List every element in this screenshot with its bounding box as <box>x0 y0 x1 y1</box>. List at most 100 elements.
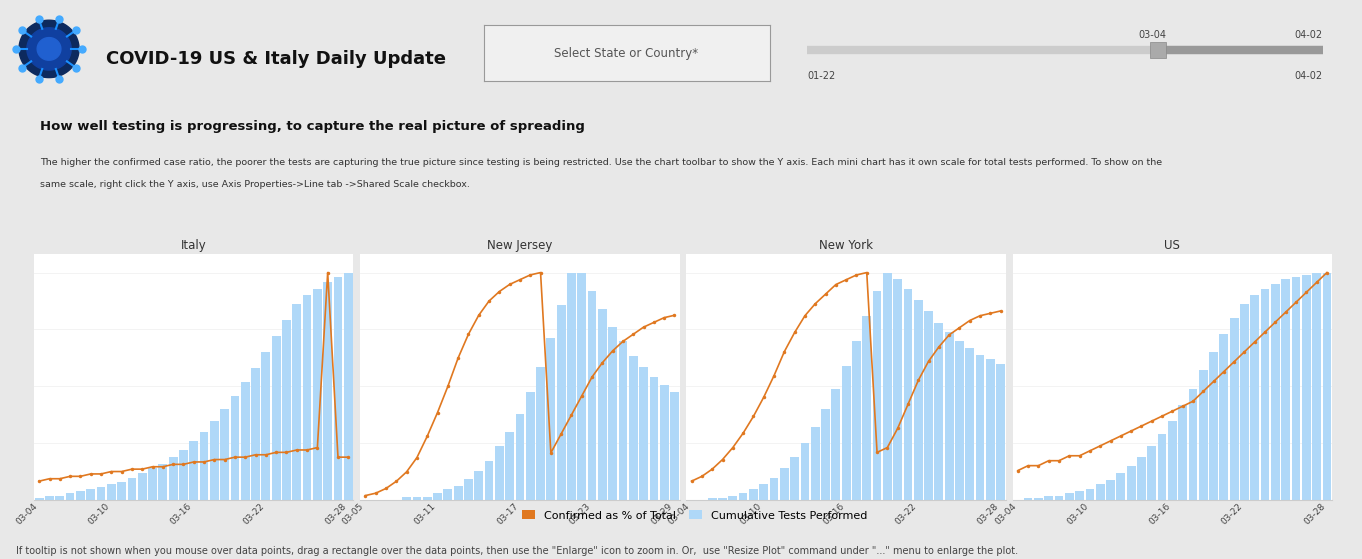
Bar <box>251 368 260 500</box>
Bar <box>1086 489 1094 500</box>
Bar <box>293 305 301 500</box>
Bar <box>587 291 597 500</box>
Bar <box>945 332 953 500</box>
Bar <box>1250 295 1258 500</box>
Bar <box>323 282 332 500</box>
Bar <box>862 316 872 500</box>
Bar <box>934 323 944 500</box>
Bar <box>1054 496 1064 500</box>
Bar <box>986 359 994 500</box>
Bar <box>433 493 441 500</box>
Bar <box>903 288 913 500</box>
Polygon shape <box>27 28 71 70</box>
Bar <box>1199 371 1208 500</box>
Bar <box>45 496 54 500</box>
Bar <box>842 366 850 500</box>
Bar <box>345 273 353 500</box>
Bar <box>302 295 312 500</box>
Bar <box>618 341 628 500</box>
Bar <box>925 311 933 500</box>
Bar <box>1126 466 1136 500</box>
Bar <box>1291 277 1301 500</box>
Bar <box>955 341 964 500</box>
Bar <box>537 367 545 500</box>
Bar <box>117 482 127 500</box>
Bar <box>128 477 136 500</box>
Bar <box>1271 284 1280 500</box>
Bar <box>749 489 757 500</box>
Bar <box>801 443 809 500</box>
Bar <box>1147 446 1156 500</box>
Legend: Confirmed as % of Total, Cumulative Tests Performed: Confirmed as % of Total, Cumulative Test… <box>518 506 872 525</box>
Text: COVID-19 US & Italy Daily Update: COVID-19 US & Italy Daily Update <box>106 50 447 68</box>
Bar <box>708 498 716 500</box>
Bar <box>780 468 789 500</box>
Bar <box>1302 275 1310 500</box>
Bar <box>210 420 219 500</box>
Bar <box>557 305 565 500</box>
Bar <box>526 392 535 500</box>
Bar <box>454 486 463 500</box>
Bar <box>1024 498 1032 500</box>
Bar <box>1178 405 1188 500</box>
Text: The higher the confirmed case ratio, the poorer the tests are capturing the true: The higher the confirmed case ratio, the… <box>39 158 1162 167</box>
Bar <box>169 457 177 500</box>
Bar <box>56 496 64 500</box>
Bar <box>790 457 799 500</box>
Bar <box>810 428 820 500</box>
Bar <box>516 414 524 500</box>
Bar <box>853 341 861 500</box>
Bar <box>474 471 484 500</box>
Text: 04-02: 04-02 <box>1294 30 1323 40</box>
Bar <box>893 280 902 500</box>
Bar <box>158 464 168 500</box>
Bar <box>831 389 840 500</box>
Bar <box>1065 494 1073 500</box>
Bar <box>1158 434 1166 500</box>
Text: 01-22: 01-22 <box>808 71 836 81</box>
Bar <box>670 392 678 500</box>
Bar <box>485 461 493 500</box>
Text: Select State or Country*: Select State or Country* <box>554 46 699 60</box>
Bar <box>1209 352 1218 500</box>
Bar <box>505 432 513 500</box>
Bar <box>189 441 197 500</box>
Bar <box>609 327 617 500</box>
Bar <box>76 491 84 500</box>
Bar <box>770 477 779 500</box>
Title: US: US <box>1165 239 1181 252</box>
Bar <box>1230 318 1238 500</box>
Bar <box>659 385 669 500</box>
Bar <box>1312 273 1321 500</box>
Bar <box>873 291 881 500</box>
Bar <box>1323 273 1331 500</box>
Bar <box>577 273 586 500</box>
Bar <box>334 277 342 500</box>
Bar <box>883 273 892 500</box>
Bar <box>230 396 240 500</box>
Bar <box>413 497 421 500</box>
Bar <box>464 479 473 500</box>
Bar <box>35 498 44 500</box>
Bar <box>138 473 147 500</box>
Bar <box>1117 473 1125 500</box>
Bar <box>241 382 249 500</box>
Bar <box>494 446 504 500</box>
Bar <box>738 494 748 500</box>
Bar <box>1239 305 1249 500</box>
Bar <box>821 409 829 500</box>
Bar <box>629 356 637 500</box>
Bar <box>86 489 95 500</box>
Bar <box>718 498 727 500</box>
Bar <box>444 490 452 500</box>
Bar <box>1034 498 1043 500</box>
Bar <box>262 352 270 500</box>
Bar <box>1219 334 1229 500</box>
Bar <box>1282 280 1290 500</box>
Text: If tooltip is not shown when you mouse over data points, drag a rectangle over t: If tooltip is not shown when you mouse o… <box>16 546 1019 556</box>
Bar <box>729 496 737 500</box>
Bar <box>200 432 208 500</box>
Bar <box>1169 420 1177 500</box>
Text: 04-02: 04-02 <box>1294 71 1323 81</box>
Text: same scale, right click the Y axis, use Axis Properties->Line tab ->Shared Scale: same scale, right click the Y axis, use … <box>39 180 470 189</box>
